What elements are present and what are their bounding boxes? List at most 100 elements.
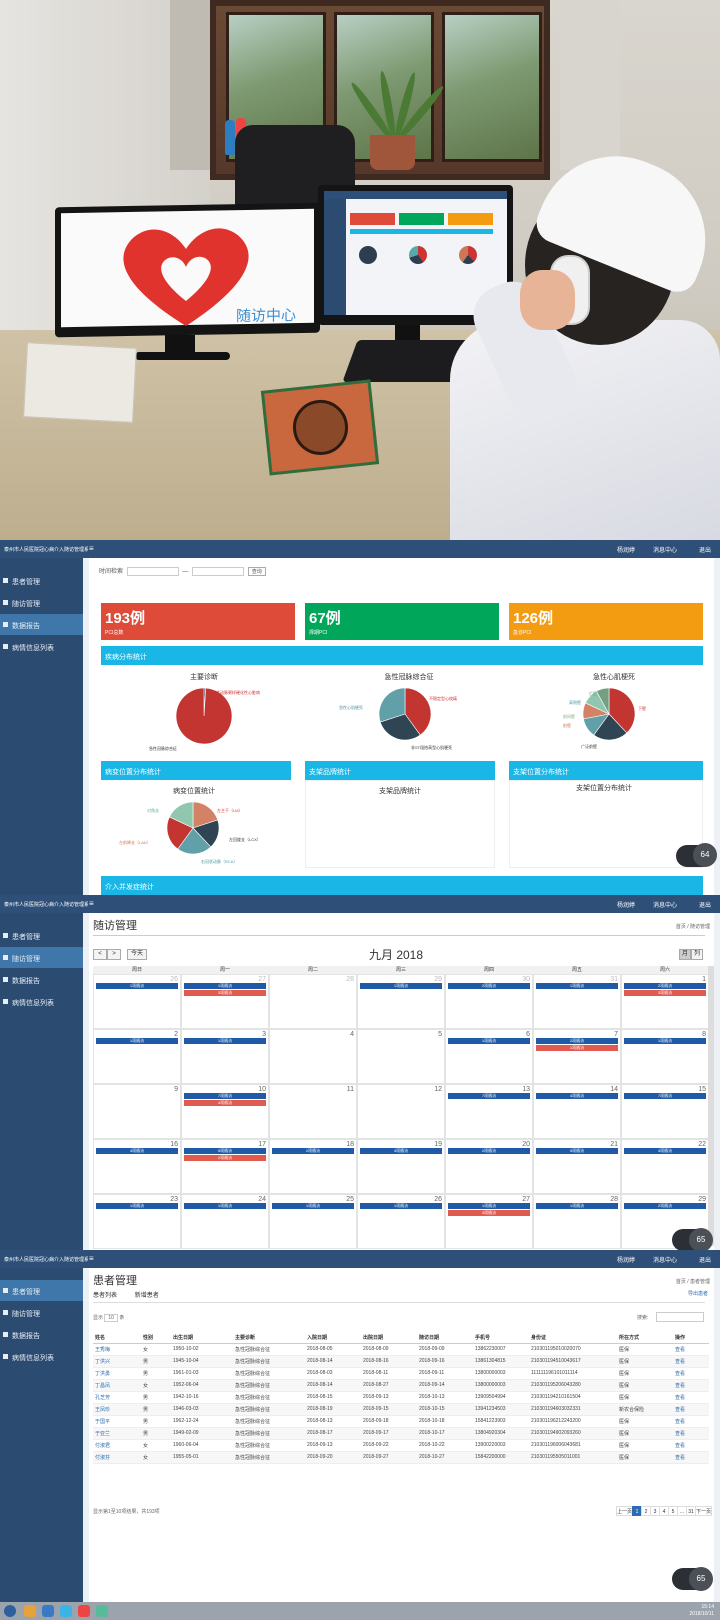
view-action-link[interactable]: 查看: [673, 1391, 709, 1404]
followup-event-overdue[interactable]: 1项随访: [536, 1045, 618, 1051]
calendar-day[interactable]: 24 1项随访: [181, 1194, 269, 1249]
prev-month-button[interactable]: <: [93, 949, 107, 960]
calendar-day[interactable]: 28: [269, 974, 357, 1029]
sidebar-item-info-list[interactable]: 病情信息列表: [0, 1346, 83, 1367]
page-button[interactable]: 上一页: [615, 1506, 633, 1516]
pie-slice[interactable]: [379, 713, 421, 741]
user-name[interactable]: 杨润婷: [617, 1258, 636, 1264]
table-row[interactable]: 丁洪勇男 1961-01-03 急性冠脉综合征 2018-08-03 2018-08-1…: [93, 1367, 709, 1380]
followup-event[interactable]: 2项随访: [536, 1038, 618, 1044]
sidebar-item-reports[interactable]: 数据报告: [0, 1324, 83, 1345]
search-input[interactable]: [656, 1312, 704, 1322]
calendar-day[interactable]: 20 2项随访: [445, 1139, 533, 1194]
patient-name-link[interactable]: 孔芝芳: [93, 1391, 141, 1404]
followup-event[interactable]: 1项随访: [96, 1038, 178, 1044]
view-action-link[interactable]: 查看: [673, 1451, 709, 1464]
sidebar-item-reports[interactable]: 数据报告: [0, 614, 83, 635]
pie-slice[interactable]: [608, 687, 636, 734]
pie-slice[interactable]: [404, 687, 432, 736]
followup-event[interactable]: 5项随访: [536, 1148, 618, 1154]
followup-event[interactable]: 1项随访: [448, 1203, 530, 1209]
followup-event-overdue[interactable]: 2项随访: [184, 1155, 266, 1161]
pie-slice[interactable]: [596, 687, 610, 715]
zoom-badge[interactable]: 65: [689, 1228, 713, 1250]
pie-slice[interactable]: [177, 827, 212, 855]
calendar-day[interactable]: 18 2项随访: [269, 1139, 357, 1194]
calendar-day[interactable]: 26 1项随访: [93, 974, 181, 1029]
calendar-day[interactable]: 13 7项随访: [445, 1084, 533, 1139]
calendar-day[interactable]: 11: [269, 1084, 357, 1139]
message-center[interactable]: 消息中心: [653, 903, 678, 909]
followup-event[interactable]: 5项随访: [184, 1148, 266, 1154]
table-row[interactable]: 丁洪兴男 1945-10-04 急性冠脉综合征 2018-08-14 2018-08-1…: [93, 1355, 709, 1368]
calendar-day[interactable]: 23 1项随访: [93, 1194, 181, 1249]
app-icon[interactable]: [60, 1605, 72, 1617]
sidebar-item-patients[interactable]: 患者管理: [0, 925, 83, 946]
followup-event[interactable]: 1项随访: [184, 1038, 266, 1044]
followup-event[interactable]: 1项随访: [536, 1203, 618, 1209]
calendar-day[interactable]: 28 1项随访: [533, 1194, 621, 1249]
calendar-day[interactable]: 2 1项随访: [93, 1029, 181, 1084]
followup-event[interactable]: 1项随访: [96, 1203, 178, 1209]
followup-event-overdue[interactable]: 3项随访: [624, 990, 706, 996]
calendar-day[interactable]: 4: [269, 1029, 357, 1084]
column-header[interactable]: 随访日期: [417, 1332, 473, 1344]
logout-link[interactable]: 退出: [699, 903, 712, 909]
sidebar-item-followup[interactable]: 随访管理: [0, 1302, 83, 1323]
folder-icon[interactable]: [24, 1605, 36, 1617]
patient-name-link[interactable]: 付淑芬: [93, 1451, 141, 1464]
calendar-day[interactable]: 21 5项随访: [533, 1139, 621, 1194]
pie-slice[interactable]: [593, 713, 628, 741]
calendar-day[interactable]: 27 1项随访 3项随访: [445, 1194, 533, 1249]
calendar-day[interactable]: 19 3项随访: [357, 1139, 445, 1194]
table-row[interactable]: 孔芝芳男 1942-10-16 急性冠脉综合征 2018-08-15 2018-09-1…: [93, 1391, 709, 1404]
calendar-day[interactable]: 29 1项随访: [357, 974, 445, 1029]
followup-event[interactable]: 1项随访: [96, 983, 178, 989]
patient-name-link[interactable]: 丁洪勇: [93, 1367, 141, 1380]
sidebar-item-followup[interactable]: 随访管理: [0, 947, 83, 968]
user-name[interactable]: 杨润婷: [617, 903, 636, 909]
menu-toggle-icon[interactable]: ≡: [89, 899, 94, 908]
followup-event[interactable]: 2项随访: [624, 983, 706, 989]
tab-new-patient[interactable]: 新增患者: [134, 1293, 159, 1299]
today-button[interactable]: 今天: [127, 949, 147, 960]
followup-event-overdue[interactable]: 4项随访: [184, 1100, 266, 1106]
app-icon[interactable]: [78, 1605, 90, 1617]
calendar-day[interactable]: 12: [357, 1084, 445, 1139]
view-action-link[interactable]: 查看: [673, 1367, 709, 1380]
list-view-button[interactable]: 列: [691, 949, 703, 960]
patient-name-link[interactable]: 王凤珍: [93, 1403, 141, 1416]
calendar-day[interactable]: 10 7项随访 4项随访: [181, 1084, 269, 1139]
table-row[interactable]: 于国平男 1962-12-24 急性冠脉综合征 2018-08-13 2018-09-1…: [93, 1415, 709, 1428]
table-row[interactable]: 王秀梅女 1950-10-02 急性冠脉综合征 2018-08-05 2018-08-0…: [93, 1343, 709, 1356]
start-date-input[interactable]: [126, 566, 179, 576]
calendar-day[interactable]: 8 1项随访: [621, 1029, 709, 1084]
followup-event[interactable]: 1项随访: [536, 983, 618, 989]
column-header[interactable]: 主要诊断: [233, 1332, 305, 1344]
calendar-day[interactable]: 15 7项随访: [621, 1084, 709, 1139]
calendar-day[interactable]: 25 1项随访: [269, 1194, 357, 1249]
followup-event[interactable]: 7项随访: [448, 1093, 530, 1099]
patient-name-link[interactable]: 王秀梅: [93, 1343, 141, 1356]
calendar-day[interactable]: 6 1项随访: [445, 1029, 533, 1084]
sidebar-item-reports[interactable]: 数据报告: [0, 969, 83, 990]
column-header[interactable]: 操作: [673, 1332, 709, 1344]
followup-event[interactable]: 3项随访: [624, 1148, 706, 1154]
table-row[interactable]: 付淑君女 1960-06-04 急性冠脉综合征 2018-09-13 2018-09-2…: [93, 1439, 709, 1452]
next-month-button[interactable]: >: [107, 949, 121, 960]
message-center[interactable]: 消息中心: [653, 1258, 678, 1264]
calendar-day[interactable]: 3 1项随访: [181, 1029, 269, 1084]
export-button[interactable]: 导出患者: [687, 1291, 708, 1297]
followup-event[interactable]: 2项随访: [624, 1203, 706, 1209]
patient-name-link[interactable]: 丁洪兴: [93, 1355, 141, 1368]
sidebar-item-patients[interactable]: 患者管理: [0, 570, 83, 591]
calendar-day[interactable]: 14 4项随访: [533, 1084, 621, 1139]
table-row[interactable]: 王凤珍男 1946-03-03 急性冠脉综合征 2018-08-19 2018-09-1…: [93, 1403, 709, 1416]
tab-patient-list[interactable]: 患者列表: [93, 1293, 118, 1299]
column-header[interactable]: 身份证: [529, 1332, 617, 1344]
followup-event-overdue[interactable]: 3项随访: [448, 1210, 530, 1216]
query-button[interactable]: 查询: [247, 566, 266, 576]
browser-icon[interactable]: [42, 1605, 54, 1617]
view-action-link[interactable]: 查看: [673, 1403, 709, 1416]
pie-slice[interactable]: [169, 801, 194, 829]
